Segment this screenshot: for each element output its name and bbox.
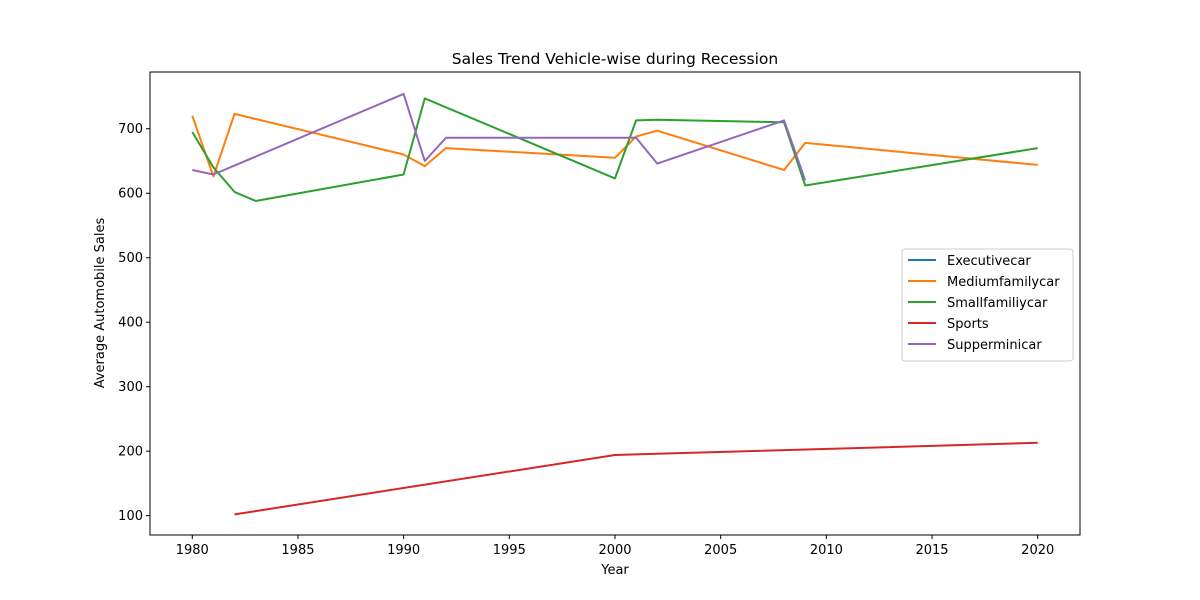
- legend-label: Mediumfamilycar: [947, 275, 1060, 290]
- series-line-smallfamiliycar: [191, 97, 1038, 202]
- x-tick-label: 2005: [704, 543, 737, 558]
- legend: Executivecar Mediumfamilycar Smallfamiliyc…: [901, 248, 1074, 362]
- y-tick-label: 100: [118, 509, 143, 524]
- x-tick-label: 1980: [176, 543, 209, 558]
- x-tick-label: 2015: [915, 543, 948, 558]
- y-tick-label: 200: [118, 445, 143, 460]
- x-tick-label: 2010: [810, 543, 843, 558]
- series-line-supperminicar: [192, 92, 807, 181]
- x-tick-label: 1990: [387, 543, 420, 558]
- legend-label: Supperminicar: [947, 338, 1042, 353]
- y-tick-label: 700: [118, 122, 143, 137]
- x-tick-label: 1985: [281, 543, 314, 558]
- x-tick-label: 1995: [493, 543, 526, 558]
- chart-title: Sales Trend Vehicle-wise during Recessio…: [452, 50, 778, 68]
- y-tick-label: 500: [118, 251, 143, 266]
- series-line-sports: [234, 441, 1038, 516]
- x-tick-label: 2020: [1021, 543, 1054, 558]
- legend-box: [901, 248, 1074, 362]
- x-tick-label: 2000: [598, 543, 631, 558]
- legend-label: Sports: [947, 317, 989, 332]
- x-axis-label: Year: [600, 563, 629, 578]
- y-tick-label: 400: [118, 316, 143, 331]
- y-tick-label: 300: [118, 380, 143, 395]
- y-tick-label: 600: [118, 187, 143, 202]
- series-layer: [191, 92, 1038, 516]
- y-axis-label: Average Automobile Sales: [93, 218, 108, 389]
- x-axis: 1980 1985 1990 1995 2000 2005 2010 2015 2020: [176, 535, 1054, 558]
- y-axis: 100 200 300 400 500 600 700: [118, 122, 150, 524]
- legend-label: Executivecar: [947, 254, 1031, 269]
- series-line-mediumfamilycar: [191, 112, 1038, 178]
- legend-label: Smallfamiliycar: [947, 296, 1048, 311]
